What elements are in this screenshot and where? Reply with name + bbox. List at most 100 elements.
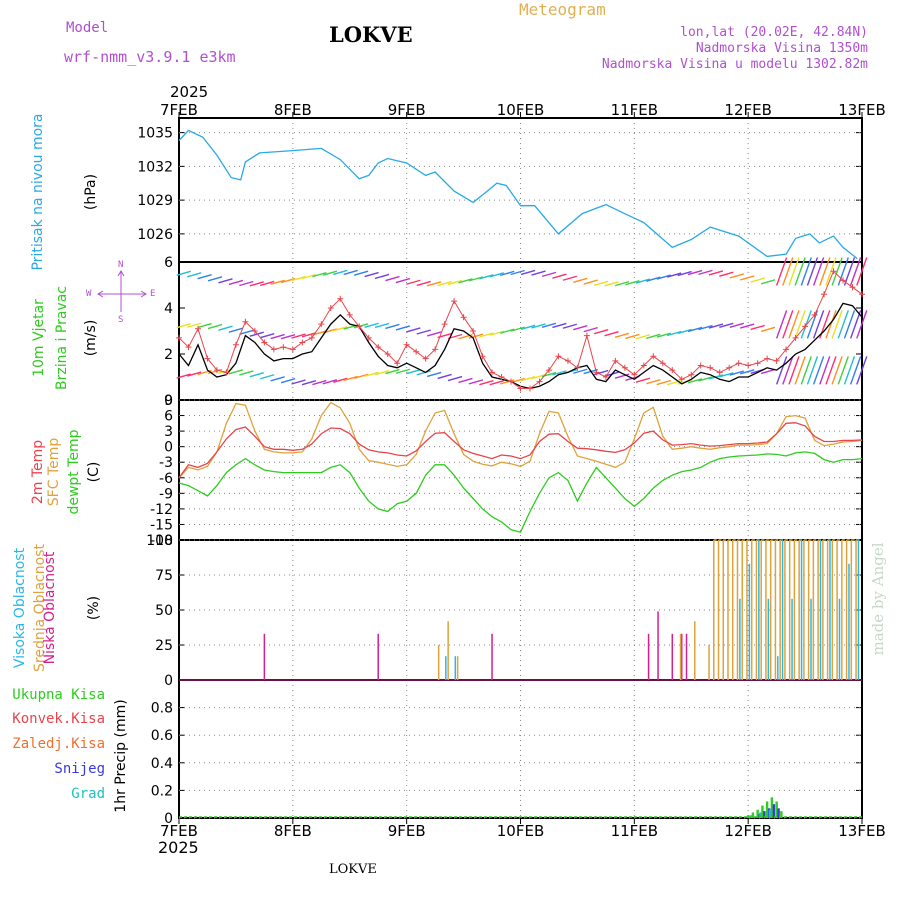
precip-bar (746, 815, 750, 818)
wind-gust-marker (640, 362, 647, 369)
wind-direction-arrow (729, 273, 744, 279)
wind-direction-arrow (364, 322, 379, 328)
wind-direction-arrow (677, 270, 692, 277)
wind-direction-arrow (500, 328, 515, 334)
wind-gust-marker (384, 351, 391, 357)
precip-tick-label: 0.4 (151, 756, 173, 772)
wind-direction-arrow (333, 326, 348, 332)
wind-gust-marker (745, 362, 752, 369)
wind-gust-marker (451, 298, 458, 305)
wind-gust-marker (346, 311, 353, 318)
wind-direction-arrow (646, 276, 661, 282)
wind-gust-marker (697, 362, 704, 369)
wind-direction-arrow (228, 279, 244, 286)
cloud-tick-label: 0 (164, 673, 173, 689)
wind-gust-marker (802, 323, 809, 330)
wind-direction-arrow (176, 373, 191, 379)
wind-gust-marker (213, 367, 220, 374)
wind-direction-arrow (760, 279, 776, 285)
wind-gust-marker (318, 321, 325, 328)
wind-tick-label: 4 (164, 301, 173, 317)
wind-direction-arrow (614, 373, 630, 379)
precip-tick-label: 0.2 (151, 783, 173, 799)
wind-direction-arrow (831, 356, 843, 385)
wind-gust-marker (669, 367, 676, 374)
wind-gust-marker (308, 334, 315, 341)
wind-gust-marker (185, 344, 192, 351)
wind-direction-arrow (489, 272, 504, 278)
wind-direction-arrow (788, 310, 800, 339)
wind-direction-arrow (270, 376, 285, 382)
precip-bar (765, 801, 769, 818)
wind-direction-arrow (207, 276, 223, 282)
wind-direction-arrow (479, 379, 494, 386)
wind-direction-arrow (837, 356, 849, 385)
precip-legend-snow: Snijeg (54, 761, 105, 777)
wind-gust-marker (840, 277, 847, 284)
wind-direction-arrow (687, 378, 703, 384)
wind-direction-arrow (426, 371, 442, 378)
wind-direction-arrow (291, 379, 306, 385)
wind-direction-arrow (458, 377, 473, 384)
wind-direction-arrow (646, 333, 661, 339)
wind-direction-arrow (750, 324, 765, 331)
precip-legend-convective: Konvek.Kisa (12, 711, 105, 727)
wind-direction-arrow (740, 323, 755, 329)
wind-direction-arrow (740, 275, 755, 281)
wind-direction-arrow (260, 333, 275, 339)
wind-direction-arrow (843, 257, 856, 286)
wind-gust-marker (726, 364, 733, 371)
precip-legend-grad: Grad (71, 786, 105, 802)
temp-tick-label: 3 (164, 424, 173, 440)
wind-direction-arrow (849, 356, 862, 385)
wind-gust-marker (251, 328, 258, 334)
wind-direction-arrow (239, 329, 254, 335)
wind-direction-arrow (800, 257, 812, 286)
wind-direction-arrow (186, 371, 202, 377)
wind-direction-arrow (583, 279, 598, 285)
panel-frame-0 (178, 117, 863, 263)
wind-gust-marker (811, 311, 818, 318)
wind-direction-arrow (228, 369, 244, 375)
wind-gust-marker (631, 371, 638, 378)
wind-direction-arrow (500, 379, 515, 385)
wind-direction-arrow (333, 377, 348, 383)
wind-direction-arrow (573, 368, 588, 374)
wind-gust-marker (593, 369, 600, 376)
temp-tick-label: -18 (150, 533, 173, 549)
cloud-tick-label: 75 (155, 568, 173, 584)
wind-direction-arrow (541, 322, 557, 328)
wind-direction-arrow (831, 310, 843, 339)
temp-tick-label: -6 (159, 471, 173, 487)
wind-direction-arrow (218, 325, 233, 331)
wind-tick-label: 6 (164, 255, 173, 271)
wind-direction-arrow (280, 377, 296, 384)
wind-direction-arrow (270, 333, 285, 340)
wind-gust-marker (659, 360, 666, 367)
wind-direction-arrow (562, 323, 578, 329)
wind-tick-label: 2 (164, 347, 173, 363)
wind-direction-arrow (856, 356, 868, 385)
wind-direction-arrow (489, 379, 504, 386)
wind-direction-arrow (291, 333, 306, 339)
precip-bar (763, 811, 766, 818)
wind-gust-marker (792, 334, 799, 341)
wind-direction-arrow (760, 326, 776, 333)
wind-direction-arrow (604, 331, 619, 337)
wind-gust-marker (564, 357, 571, 364)
wind-gust-marker (337, 295, 344, 302)
wind-gust-marker (422, 355, 429, 362)
wind-direction-arrow (614, 280, 630, 287)
wind-direction-arrow (677, 328, 692, 335)
wind-gust-marker (232, 341, 239, 348)
wind-direction-arrow (395, 325, 411, 331)
wind-direction-arrow (280, 334, 296, 340)
wind-gust-marker (194, 325, 201, 332)
cloud-tick-label: 100 (146, 533, 173, 549)
wind-direction-arrow (708, 323, 724, 329)
precip-tick-label: 0.6 (151, 728, 173, 744)
wind-direction-arrow (197, 274, 212, 280)
wind-direction-arrow (625, 279, 640, 286)
footer-station: LOKVE (329, 862, 377, 877)
wind-gust-marker (280, 344, 287, 351)
